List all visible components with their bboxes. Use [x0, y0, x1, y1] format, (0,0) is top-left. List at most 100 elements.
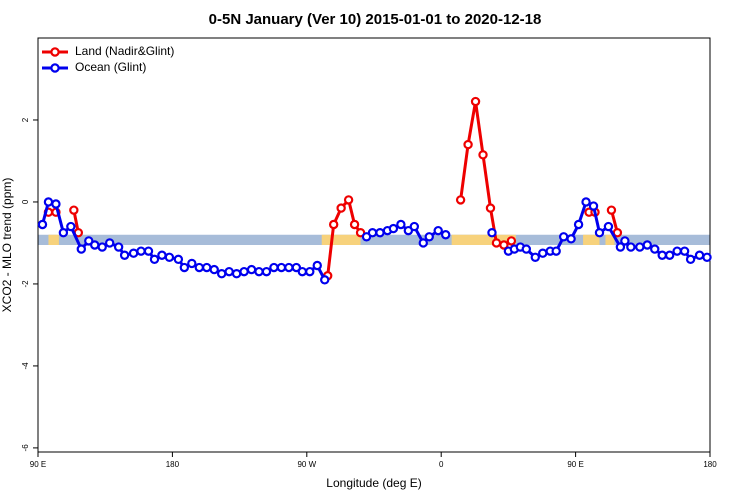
data-point [433, 225, 443, 236]
data-point [499, 240, 509, 250]
data-point [626, 242, 636, 252]
data-point [470, 96, 481, 107]
data-point [136, 246, 146, 256]
x-axis-label: Longitude (deg E) [326, 476, 421, 490]
data-point [90, 240, 100, 250]
data-point [551, 246, 561, 256]
data-point [588, 201, 599, 211]
land-band [583, 234, 600, 245]
data-point [305, 266, 315, 277]
data-point [635, 242, 645, 252]
data-point [173, 254, 184, 265]
data-point [361, 232, 372, 242]
data-point [157, 250, 167, 260]
y-tick-label: -2 [21, 280, 30, 288]
data-point [224, 266, 234, 277]
x-tick-label: 180 [703, 460, 717, 469]
data-point [194, 262, 204, 273]
data-point [694, 250, 705, 260]
data-point [487, 228, 497, 238]
data-point [672, 246, 682, 256]
land-band [48, 234, 59, 245]
data-point [119, 250, 130, 260]
data-point [566, 234, 576, 244]
data-point [485, 203, 496, 213]
y-tick-label: -4 [21, 362, 30, 370]
data-point [642, 240, 652, 250]
x-tick-label: 90 E [567, 460, 583, 469]
data-point [58, 228, 69, 238]
data-point [149, 254, 160, 265]
data-point [657, 250, 667, 260]
x-tick-label: 90 W [297, 460, 316, 469]
data-point [530, 252, 540, 262]
data-point [650, 244, 660, 254]
data-point [164, 252, 175, 262]
data-point [603, 221, 614, 232]
legend-marker [50, 63, 60, 73]
data-point [128, 248, 139, 258]
data-point [113, 242, 124, 252]
data-point [521, 244, 532, 254]
data-point [187, 258, 197, 269]
data-point [43, 197, 54, 207]
y-tick-label: -6 [21, 444, 30, 452]
data-point [84, 236, 94, 246]
data-point [355, 228, 366, 238]
data-point [37, 219, 48, 230]
x-tick-label: 180 [166, 460, 180, 469]
data-point [620, 236, 630, 246]
data-point [349, 219, 360, 230]
data-point [231, 268, 242, 279]
land-band [605, 234, 615, 245]
data-point [104, 238, 115, 248]
data-point [612, 228, 623, 238]
data-point [328, 219, 339, 230]
data-point [478, 150, 488, 160]
data-point [367, 228, 378, 238]
data-point [312, 260, 322, 271]
data-point [261, 266, 272, 277]
data-point [506, 236, 517, 246]
data-point [679, 246, 690, 256]
data-point [202, 262, 212, 273]
data-point [440, 230, 451, 240]
ocean-band [38, 234, 710, 245]
data-point [685, 254, 696, 265]
data-point [388, 223, 399, 234]
data-point [51, 199, 61, 209]
data-point [491, 238, 502, 248]
data-point [254, 266, 264, 277]
data-point [143, 246, 154, 256]
data-point [209, 264, 219, 275]
data-point [581, 197, 591, 207]
data-point [320, 275, 330, 285]
data-point [664, 250, 675, 260]
series-line [459, 100, 513, 247]
data-point [66, 221, 76, 232]
data-point [76, 244, 87, 254]
y-axis-label: XCO2 - MLO trend (ppm) [0, 178, 14, 313]
x-tick-label: 90 E [30, 460, 46, 469]
data-point [69, 205, 79, 215]
data-point [246, 264, 257, 275]
legend-label: Ocean (Glint) [75, 60, 146, 74]
data-point [396, 219, 406, 230]
data-point [291, 262, 302, 273]
data-point [615, 242, 626, 252]
data-point [97, 242, 107, 252]
data-point [463, 139, 473, 150]
data-point [538, 248, 548, 258]
data-point [343, 195, 354, 205]
legend-label: Land (Nadir&Glint) [75, 44, 174, 58]
land-band [451, 234, 516, 245]
legend-marker [50, 47, 60, 57]
data-point [409, 221, 420, 232]
data-point [297, 266, 308, 277]
data-point [573, 219, 584, 230]
data-point [702, 252, 712, 262]
data-point [606, 205, 617, 215]
data-point [558, 232, 569, 242]
plot-frame [37, 37, 711, 453]
